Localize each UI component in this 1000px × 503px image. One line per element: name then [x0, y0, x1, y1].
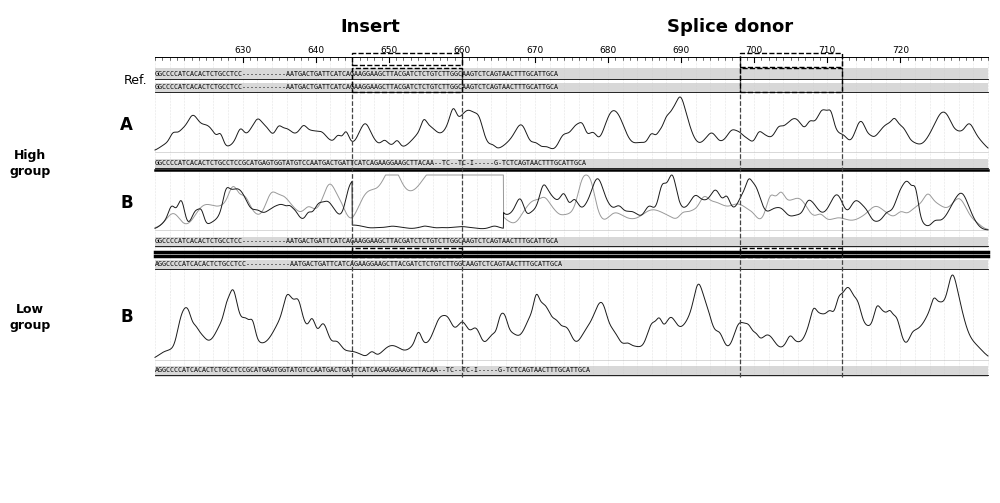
Text: AGGCCCCATCACACTCTGCCTCC-----------AATGACTGATTCATCAGAAGGAAGCTTACGATCTCTGTCTTGGCAA: AGGCCCCATCACACTCTGCCTCC-----------AATGAC…	[155, 261, 563, 267]
Text: group: group	[9, 319, 51, 332]
Text: 640: 640	[307, 46, 324, 55]
Text: 700: 700	[746, 46, 763, 55]
Text: GGCCCCATCACACTCTGCCTCCGCATGAGTGGTATGTCCAATGACTGATTCATCAGAAGGAAGCTTACAA--TC--TC-I: GGCCCCATCACACTCTGCCTCCGCATGAGTGGTATGTCCA…	[155, 160, 587, 166]
Text: B: B	[120, 194, 133, 211]
Text: GGCCCCATCACACTCTGCCTCC-----------AATGACTGATTCATCAGAAGGAAGCTTACGATCTCTGTCTTGGCAAG: GGCCCCATCACACTCTGCCTCC-----------AATGACT…	[155, 238, 559, 244]
Bar	[155, 159, 988, 170]
Bar	[352, 53, 462, 65]
Text: 670: 670	[526, 46, 544, 55]
Text: 690: 690	[672, 46, 690, 55]
Text: 710: 710	[819, 46, 836, 55]
Text: Splice donor: Splice donor	[667, 18, 793, 36]
Bar	[740, 53, 842, 67]
Text: group: group	[9, 165, 51, 178]
Bar	[740, 68, 842, 92]
Text: 630: 630	[234, 46, 251, 55]
Text: Low: Low	[16, 303, 44, 316]
Text: AGGCCCCATCACACTCTGCCTCCGCATGAGTGGTATGTCCAATGACTGATTCATCAGAAGGAAGCTTACAA--TC--TC-: AGGCCCCATCACACTCTGCCTCCGCATGAGTGGTATGTCC…	[155, 367, 591, 373]
Text: 650: 650	[380, 46, 397, 55]
Text: 680: 680	[599, 46, 617, 55]
Text: High: High	[14, 149, 46, 162]
Bar	[740, 248, 842, 257]
Text: Insert: Insert	[340, 18, 400, 36]
Text: Ref.: Ref.	[123, 74, 147, 87]
Bar	[155, 260, 988, 269]
Text: 660: 660	[453, 46, 471, 55]
Text: GGCCCCATCACACTCTGCCTCC-----------AATGACTGATTCATCAGAAGGAAGCTTACGATCTCTGTCTTGGCAAG: GGCCCCATCACACTCTGCCTCC-----------AATGACT…	[155, 71, 559, 77]
Bar	[155, 68, 988, 79]
Text: B: B	[120, 308, 133, 326]
Bar	[155, 237, 988, 248]
Bar	[352, 68, 462, 92]
Text: A: A	[120, 116, 133, 133]
Bar	[155, 366, 988, 377]
Bar	[155, 83, 988, 92]
Text: 720: 720	[892, 46, 909, 55]
Text: GGCCCCATCACACTCTGCCTCC-----------AATGACTGATTCATCAGAAGGAAGCTTACGATCTCTGTCTTGGCAAG: GGCCCCATCACACTCTGCCTCC-----------AATGACT…	[155, 84, 559, 90]
Bar	[352, 248, 462, 257]
